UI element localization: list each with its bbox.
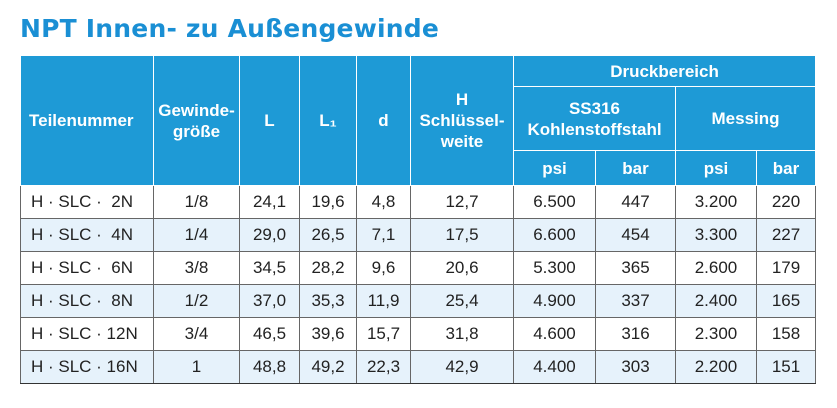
table-cell: 6.600 bbox=[513, 218, 596, 252]
table-cell: 34,5 bbox=[239, 251, 300, 285]
header-cell: psi bbox=[513, 150, 596, 186]
table-row: H · SLC · 8N 1/2 37,0 35,3 11,9 25,4 4.900 337 2… bbox=[20, 284, 817, 318]
table-cell: 42,9 bbox=[410, 350, 514, 384]
table-cell: 2.400 bbox=[675, 284, 757, 318]
table-cell: 3.200 bbox=[675, 185, 757, 219]
table-cell: 227 bbox=[755, 218, 817, 252]
header-cell: bar bbox=[595, 150, 676, 186]
table-cell: 28,2 bbox=[299, 251, 357, 285]
table-cell: 31,8 bbox=[410, 317, 514, 351]
table-cell: H · SLC · 6N bbox=[20, 251, 154, 285]
table-cell: 48,8 bbox=[239, 350, 300, 384]
table-cell: 35,3 bbox=[299, 284, 357, 318]
table-cell: 4.600 bbox=[513, 317, 596, 351]
table-cell: 2.600 bbox=[675, 251, 757, 285]
table-cell: 46,5 bbox=[239, 317, 300, 351]
table-cell: 220 bbox=[755, 185, 817, 219]
table-cell: 151 bbox=[755, 350, 817, 384]
table-cell: 37,0 bbox=[239, 284, 300, 318]
table-cell: 6.500 bbox=[513, 185, 596, 219]
table-cell: 4.400 bbox=[513, 350, 596, 384]
table-cell: 3/4 bbox=[153, 317, 240, 351]
table-cell: H · SLC · 8N bbox=[20, 284, 154, 318]
table-cell: 447 bbox=[595, 185, 676, 219]
table-cell: 19,6 bbox=[299, 185, 357, 219]
table-cell: 25,4 bbox=[410, 284, 514, 318]
table-cell: 165 bbox=[755, 284, 817, 318]
table-cell: 3.300 bbox=[675, 218, 757, 252]
table-cell: 1/8 bbox=[153, 185, 240, 219]
table-row: H · SLC · 6N 3/8 34,5 28,2 9,6 20,6 5.300 365 2.… bbox=[20, 251, 817, 285]
table-row: H · SLC · 4N 1/4 29,0 26,5 7,1 17,5 6.600 454 3.… bbox=[20, 218, 817, 252]
table-cell: 337 bbox=[595, 284, 676, 318]
header-cell: d bbox=[356, 55, 411, 186]
table-cell: 17,5 bbox=[410, 218, 514, 252]
table-cell: H · SLC · 16N bbox=[20, 350, 154, 384]
header-cell: L₁ bbox=[299, 55, 357, 186]
table-cell: 15,7 bbox=[356, 317, 411, 351]
table-cell: 1/4 bbox=[153, 218, 240, 252]
table-row: H · SLC · 12N 3/4 46,5 39,6 15,7 31,8 4.600 316… bbox=[20, 317, 817, 351]
table-row: H · SLC · 2N 1/8 24,1 19,6 4,8 12,7 6.500 447 3.… bbox=[20, 185, 817, 219]
table-cell: 5.300 bbox=[513, 251, 596, 285]
table-cell: 20,6 bbox=[410, 251, 514, 285]
table-cell: 39,6 bbox=[299, 317, 357, 351]
header-cell: H Schlüssel- weite bbox=[410, 55, 514, 186]
table-cell: 3/8 bbox=[153, 251, 240, 285]
table-cell: 7,1 bbox=[356, 218, 411, 252]
header-cell: Gewinde- größe bbox=[153, 55, 240, 186]
table-cell: 24,1 bbox=[239, 185, 300, 219]
table-cell: 22,3 bbox=[356, 350, 411, 384]
table-cell: 12,7 bbox=[410, 185, 514, 219]
table-cell: 29,0 bbox=[239, 218, 300, 252]
header-cell: bar bbox=[755, 150, 817, 186]
spec-table: Teilenummer Gewinde- größe L L₁ d H Schl… bbox=[20, 55, 817, 384]
table-cell: 1/2 bbox=[153, 284, 240, 318]
table-body: H · SLC · 2N 1/8 24,1 19,6 4,8 12,7 6.500 447 3.… bbox=[20, 185, 817, 384]
title: NPT Innen- zu Außengewinde bbox=[20, 14, 440, 43]
table-cell: 158 bbox=[755, 317, 817, 351]
header-cell: Messing bbox=[674, 86, 817, 151]
table-cell: 2.200 bbox=[675, 350, 757, 384]
table-row: H · SLC · 16N 1 48,8 49,2 22,3 42,9 4.400 303 2.… bbox=[20, 350, 817, 384]
header-cell: SS316 Kohlenstoffstahl bbox=[513, 86, 676, 151]
table-cell: 4,8 bbox=[356, 185, 411, 219]
table-cell: 1 bbox=[153, 350, 240, 384]
table-cell: 26,5 bbox=[299, 218, 357, 252]
table-cell: 303 bbox=[595, 350, 676, 384]
table-cell: 4.900 bbox=[513, 284, 596, 318]
table-cell: 11,9 bbox=[356, 284, 411, 318]
table-cell: 2.300 bbox=[675, 317, 757, 351]
table-cell: 179 bbox=[755, 251, 817, 285]
header-cell: Druckbereich bbox=[512, 55, 817, 87]
header-cell: psi bbox=[675, 150, 757, 186]
table-cell: H · SLC · 12N bbox=[20, 317, 154, 351]
header-cell: Teilenummer bbox=[20, 55, 154, 186]
table-cell: 316 bbox=[595, 317, 676, 351]
table-cell: 454 bbox=[595, 218, 676, 252]
table-cell: 49,2 bbox=[299, 350, 357, 384]
table-cell: 365 bbox=[595, 251, 676, 285]
table-cell: 9,6 bbox=[356, 251, 411, 285]
header-cell: L bbox=[239, 55, 300, 186]
table-cell: H · SLC · 2N bbox=[20, 185, 154, 219]
table-cell: H · SLC · 4N bbox=[20, 218, 154, 252]
